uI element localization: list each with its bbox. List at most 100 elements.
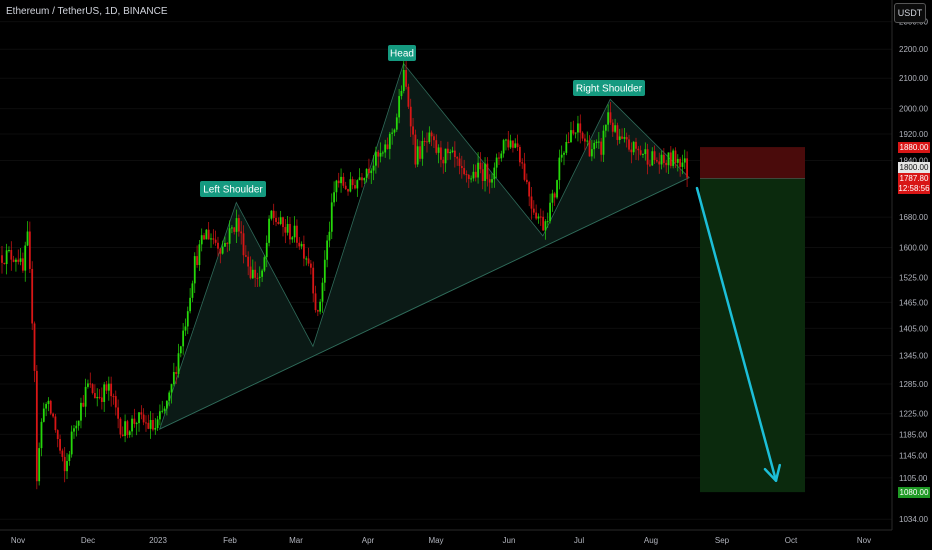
candle-156 <box>363 177 366 184</box>
arrow-head <box>763 463 781 482</box>
candle-174 <box>405 60 407 90</box>
candle-228 <box>530 186 533 220</box>
x-tick-label: Mar <box>289 536 303 545</box>
candle-243 <box>565 134 568 156</box>
candle-294 <box>683 149 686 170</box>
candle-142 <box>330 193 333 240</box>
candle-17 <box>40 418 43 457</box>
y-tick-label: 1525.00 <box>899 273 928 282</box>
candle-109 <box>254 261 257 288</box>
candle-2 <box>5 243 8 275</box>
candle-179 <box>416 139 419 168</box>
candle-163 <box>379 142 382 163</box>
candle-65 <box>152 412 154 432</box>
candle-38 <box>89 372 92 388</box>
y-tick-label: 1145.00 <box>899 452 928 461</box>
candle-22 <box>52 412 54 419</box>
chart-title: Ethereum / TetherUS, 1D, BINANCE <box>6 6 168 17</box>
candle-292 <box>679 157 682 177</box>
candle-93 <box>217 236 219 257</box>
candle-209 <box>486 157 489 187</box>
candle-123 <box>286 215 289 236</box>
arrow-shaft <box>695 186 778 482</box>
y-tick-label: 2100.00 <box>899 74 928 83</box>
candle-274 <box>637 146 640 161</box>
candle-181 <box>421 130 424 166</box>
candle-235 <box>546 212 549 228</box>
candle-289 <box>672 148 675 169</box>
candle-47 <box>110 376 113 407</box>
y-tick-label: 1185.00 <box>899 430 928 439</box>
candle-245 <box>570 121 572 143</box>
candle-118 <box>275 211 277 227</box>
candle-82 <box>191 280 194 303</box>
candle-133 <box>309 259 312 275</box>
pattern-labels: Left Shoulder Head Right Shoulder <box>200 45 645 197</box>
candle-285 <box>662 148 665 168</box>
neckline <box>159 177 690 430</box>
candle-32 <box>75 420 78 437</box>
candle-9 <box>22 252 24 273</box>
candle-217 <box>505 138 507 151</box>
candle-205 <box>477 152 479 184</box>
candle-15 <box>35 364 38 490</box>
candle-287 <box>667 152 670 175</box>
candle-166 <box>386 137 389 150</box>
candle-7 <box>17 249 20 265</box>
candle-270 <box>628 134 630 152</box>
y-tick-label: 2200.00 <box>899 45 928 54</box>
candle-114 <box>265 235 268 268</box>
candle-33 <box>77 420 80 431</box>
candle-127 <box>296 219 298 248</box>
candle-276 <box>642 153 644 158</box>
candle-194 <box>451 146 454 154</box>
candle-255 <box>593 140 596 159</box>
candle-222 <box>516 134 519 151</box>
candle-44 <box>103 381 106 412</box>
candle-80 <box>186 306 189 335</box>
candle-99 <box>231 225 233 234</box>
candle-154 <box>358 168 361 181</box>
candle-145 <box>337 172 340 188</box>
candle-35 <box>82 395 85 408</box>
candle-254 <box>590 139 593 162</box>
candle-72 <box>168 390 171 407</box>
candle-120 <box>279 210 282 226</box>
candle-265 <box>616 122 619 146</box>
candle-151 <box>351 176 354 190</box>
y-tick-label: 1600.00 <box>899 243 928 252</box>
candle-295 <box>686 151 688 187</box>
candle-110 <box>256 272 259 287</box>
target-price-label: 1080.00 <box>898 487 930 498</box>
x-tick-label: Oct <box>785 536 798 545</box>
candle-263 <box>611 119 614 137</box>
currency-selector[interactable]: USDT <box>894 3 926 23</box>
candle-286 <box>665 159 668 173</box>
candle-188 <box>437 144 440 164</box>
candle-42 <box>98 389 101 400</box>
candle-237 <box>551 189 554 212</box>
candle-197 <box>458 152 461 175</box>
candle-107 <box>249 256 252 280</box>
candle-19 <box>45 402 48 417</box>
candle-234 <box>544 219 547 240</box>
candle-98 <box>228 220 231 251</box>
candle-164 <box>381 150 384 157</box>
candle-94 <box>219 248 222 264</box>
candle-238 <box>553 191 556 206</box>
candle-216 <box>502 138 505 158</box>
candle-212 <box>493 162 496 188</box>
projection-arrow <box>695 186 781 482</box>
y-tick-label: 2000.00 <box>899 105 928 114</box>
candle-69 <box>161 400 164 414</box>
x-tick-label: May <box>428 536 443 545</box>
candle-260 <box>604 124 607 138</box>
candle-198 <box>460 155 463 179</box>
candle-178 <box>414 129 417 168</box>
candle-30 <box>70 425 73 458</box>
pattern-label-right-shoulder: Right Shoulder <box>573 80 645 96</box>
candle-112 <box>261 268 264 283</box>
candle-233 <box>542 210 545 231</box>
price-axis: 2300.002200.002100.002000.001920.001840.… <box>891 0 928 530</box>
